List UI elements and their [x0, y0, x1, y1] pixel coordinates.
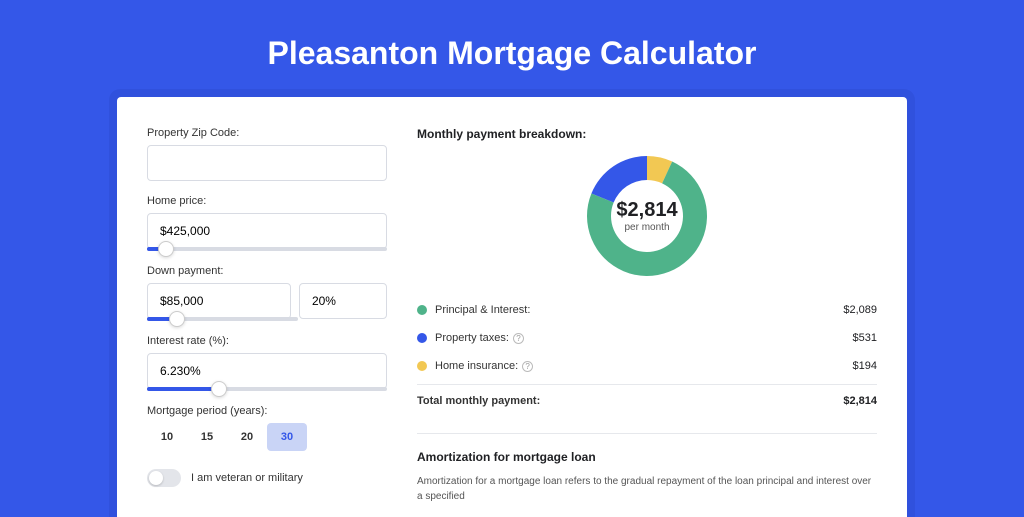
info-icon[interactable]: ?	[513, 333, 524, 344]
down-payment-pct-input[interactable]	[299, 283, 387, 319]
period-field-group: Mortgage period (years): 10152030	[147, 405, 387, 451]
period-btn-30[interactable]: 30	[267, 423, 307, 451]
info-icon[interactable]: ?	[522, 361, 533, 372]
total-value: $2,814	[843, 395, 877, 407]
amortization-text: Amortization for a mortgage loan refers …	[417, 474, 877, 504]
breakdown-title: Monthly payment breakdown:	[417, 127, 877, 141]
total-row: Total monthly payment: $2,814	[417, 384, 877, 415]
inputs-column: Property Zip Code: Home price: Down paym…	[147, 127, 387, 517]
home-price-input[interactable]	[147, 213, 387, 249]
down-payment-input[interactable]	[147, 283, 291, 319]
period-btn-15[interactable]: 15	[187, 423, 227, 451]
home-price-slider[interactable]	[147, 247, 387, 251]
interest-slider-thumb[interactable]	[211, 381, 227, 397]
period-btn-20[interactable]: 20	[227, 423, 267, 451]
amortization-section: Amortization for mortgage loan Amortizat…	[417, 433, 877, 504]
interest-input[interactable]	[147, 353, 387, 389]
donut-center: $2,814 per month	[616, 199, 677, 233]
legend-dot	[417, 361, 427, 371]
veteran-toggle[interactable]	[147, 469, 181, 487]
total-label: Total monthly payment:	[417, 395, 843, 407]
breakdown-value: $531	[853, 332, 877, 344]
interest-field-group: Interest rate (%):	[147, 335, 387, 391]
down-payment-field-group: Down payment:	[147, 265, 387, 321]
breakdown-row-0: Principal & Interest:$2,089	[417, 296, 877, 324]
donut-sub: per month	[616, 222, 677, 233]
donut-chart: $2,814 per month	[417, 156, 877, 276]
veteran-toggle-row: I am veteran or military	[147, 469, 387, 487]
breakdown-value: $2,089	[843, 304, 877, 316]
breakdown-value: $194	[853, 360, 877, 372]
breakdown-label: Principal & Interest:	[435, 304, 843, 316]
breakdown-column: Monthly payment breakdown: $2,814 per mo…	[417, 127, 877, 517]
breakdown-label: Property taxes: ?	[435, 332, 853, 344]
interest-label: Interest rate (%):	[147, 335, 387, 347]
home-price-field-group: Home price:	[147, 195, 387, 251]
breakdown-row-1: Property taxes: ?$531	[417, 324, 877, 352]
home-price-label: Home price:	[147, 195, 387, 207]
zip-input[interactable]	[147, 145, 387, 181]
breakdown-row-2: Home insurance: ?$194	[417, 352, 877, 380]
page-title: Pleasanton Mortgage Calculator	[0, 0, 1024, 97]
breakdown-label: Home insurance: ?	[435, 360, 853, 372]
interest-slider[interactable]	[147, 387, 387, 391]
legend-dot	[417, 333, 427, 343]
period-btn-10[interactable]: 10	[147, 423, 187, 451]
home-price-slider-thumb[interactable]	[158, 241, 174, 257]
donut-amount: $2,814	[616, 199, 677, 222]
veteran-label: I am veteran or military	[191, 472, 303, 484]
down-payment-slider-thumb[interactable]	[169, 311, 185, 327]
legend-dot	[417, 305, 427, 315]
zip-field-group: Property Zip Code:	[147, 127, 387, 181]
calculator-card: Property Zip Code: Home price: Down paym…	[117, 97, 907, 517]
zip-label: Property Zip Code:	[147, 127, 387, 139]
amortization-title: Amortization for mortgage loan	[417, 450, 877, 464]
veteran-toggle-knob	[149, 471, 163, 485]
period-label: Mortgage period (years):	[147, 405, 387, 417]
down-payment-slider[interactable]	[147, 317, 298, 321]
down-payment-label: Down payment:	[147, 265, 387, 277]
donut-segment-1	[591, 156, 647, 202]
